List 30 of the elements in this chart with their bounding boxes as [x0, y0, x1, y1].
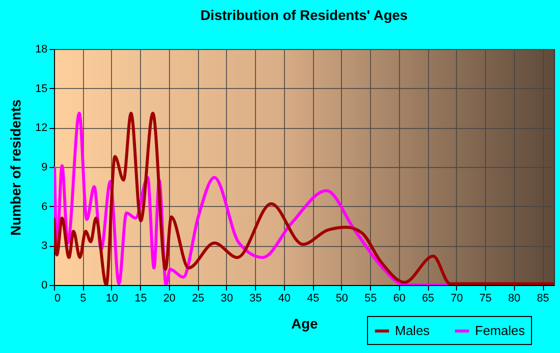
y-tick-label: 6	[41, 200, 48, 213]
x-tick-label: 55	[364, 292, 377, 304]
x-tick-label: 80	[508, 292, 520, 304]
y-tick-label: 18	[35, 44, 48, 56]
x-tick-label: 20	[163, 292, 176, 304]
x-tick-label: 10	[106, 292, 118, 304]
x-tick-label: 15	[134, 292, 147, 304]
x-tick-label: 45	[306, 292, 320, 304]
y-tick-label: 0	[41, 280, 48, 292]
y-tick-label: 15	[35, 82, 48, 95]
chart-title: Distribution of Residents' Ages	[200, 7, 408, 23]
y-tick-label: 12	[35, 122, 48, 134]
x-tick-label: 0	[54, 292, 61, 304]
x-tick-label: 60	[393, 292, 406, 304]
x-tick-label: 25	[192, 292, 204, 304]
x-tick-label: 40	[278, 292, 291, 304]
x-axis-title: Age	[291, 316, 318, 332]
legend-label: Females	[475, 323, 526, 338]
x-tick-label: 50	[336, 292, 348, 304]
x-tick-label: 5	[80, 292, 86, 304]
legend-label: Males	[395, 323, 430, 338]
x-tick-label: 35	[250, 292, 262, 304]
y-axis-title: Number of residents	[7, 99, 24, 236]
y-tick-label: 9	[41, 162, 48, 174]
x-tick-label: 65	[422, 292, 434, 304]
x-tick-label: 75	[479, 292, 492, 304]
y-tick-label: 3	[41, 240, 48, 252]
x-tick-label: 85	[536, 292, 550, 304]
x-tick-label: 70	[450, 292, 463, 304]
x-tick-label: 30	[220, 292, 234, 304]
